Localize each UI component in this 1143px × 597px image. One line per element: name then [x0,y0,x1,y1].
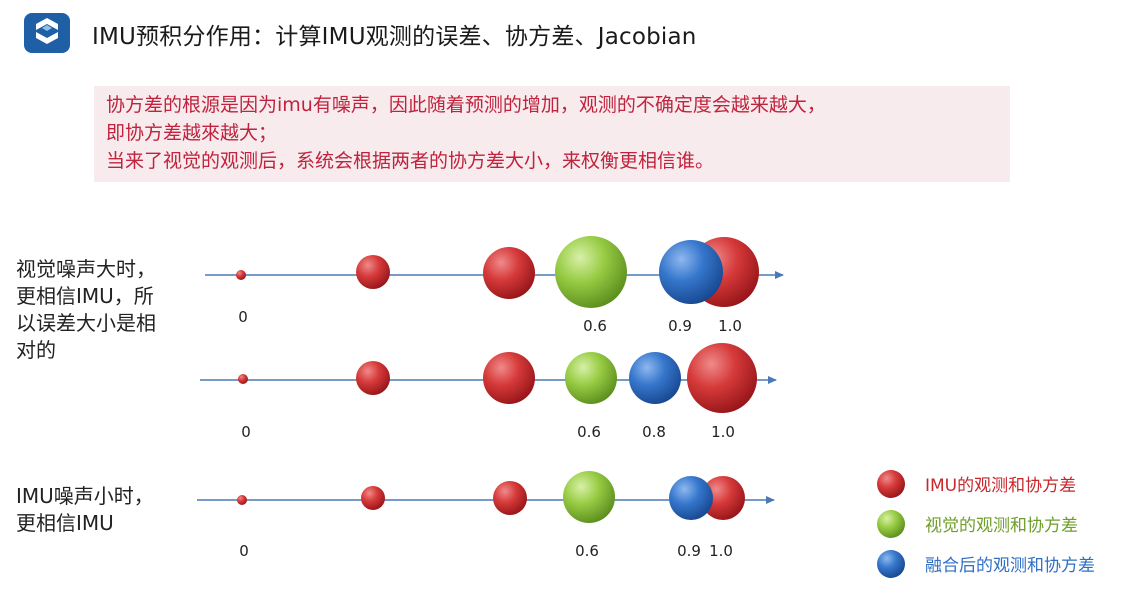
imu-circle [493,481,527,515]
tick-label: 0.9 [668,317,692,335]
row-label-line: 更相信IMU，所 [16,284,154,308]
row-label-line: 更相信IMU [16,511,114,535]
row-2-group: 0 0.6 0.8 1.0 [200,343,777,441]
imu-circle [356,361,390,395]
tick-label: 0 [238,308,248,326]
note-line: 当来了视觉的观测后，系统会根据两者的协方差大小，来权衡更相信谁。 [106,150,715,172]
legend-fused-label: 融合后的观测和协方差 [925,556,1095,576]
row-1-group: 0 0.6 0.9 1.0 [205,236,784,335]
imu-circle [701,476,745,520]
legend-vision-swatch [877,510,905,538]
fused-circle [629,352,681,404]
imu-circle [356,255,390,289]
tick-label: 0.6 [575,542,599,560]
vision-circle [555,236,627,308]
logo-icon [24,13,70,53]
legend-vision-label: 视觉的观测和协方差 [925,516,1078,536]
tick-label: 0 [241,423,251,441]
legend: IMU的观测和协方差 视觉的观测和协方差 融合后的观测和协方差 [877,470,1095,578]
imu-circle [687,343,757,413]
tick-label: 1.0 [709,542,733,560]
note-box: 协方差的根源是因为imu有噪声，因此随着预测的增加，观测的不确定度会越来越大， … [94,86,1010,182]
page-title: IMU预积分作用：计算IMU观测的误差、协方差、Jacobian [92,24,697,50]
tick-label: 0.6 [577,423,601,441]
row-label-imu-noise-small: IMU噪声小时， 更相信IMU [16,483,154,537]
row-label-line: 视觉噪声大时， [16,257,156,281]
tick-label: 1.0 [711,423,735,441]
imu-circle [361,486,385,510]
tick-label: 0.8 [642,423,666,441]
tick-label: 1.0 [718,317,742,335]
note-line: 即协方差越來越大； [106,122,278,144]
imu-circle [237,495,247,505]
tick-label: 0.9 [677,542,701,560]
tick-label: 0 [239,542,249,560]
tick-label: 0.6 [583,317,607,335]
imu-circle [238,374,248,384]
imu-circle [483,352,535,404]
vision-circle [563,471,615,523]
note-line: 协方差的根源是因为imu有噪声，因此随着预测的增加，观测的不确定度会越来越大， [106,94,826,116]
row-label-line: IMU噪声小时， [16,484,154,508]
legend-imu-swatch [877,470,905,498]
imu-circle [236,270,246,280]
row-label-line: 以误差大小是相 [16,311,156,335]
legend-imu-label: IMU的观测和协方差 [925,476,1076,496]
fused-circle [669,476,713,520]
legend-fused-swatch [877,550,905,578]
row-label-line: 对的 [16,338,56,362]
fused-circle [659,240,723,304]
row-label-vision-noise-large: 视觉噪声大时， 更相信IMU，所 以误差大小是相 对的 [16,256,156,364]
imu-circle [483,247,535,299]
row-3-group: 0 0.6 0.9 1.0 [197,471,775,560]
vision-circle [565,352,617,404]
